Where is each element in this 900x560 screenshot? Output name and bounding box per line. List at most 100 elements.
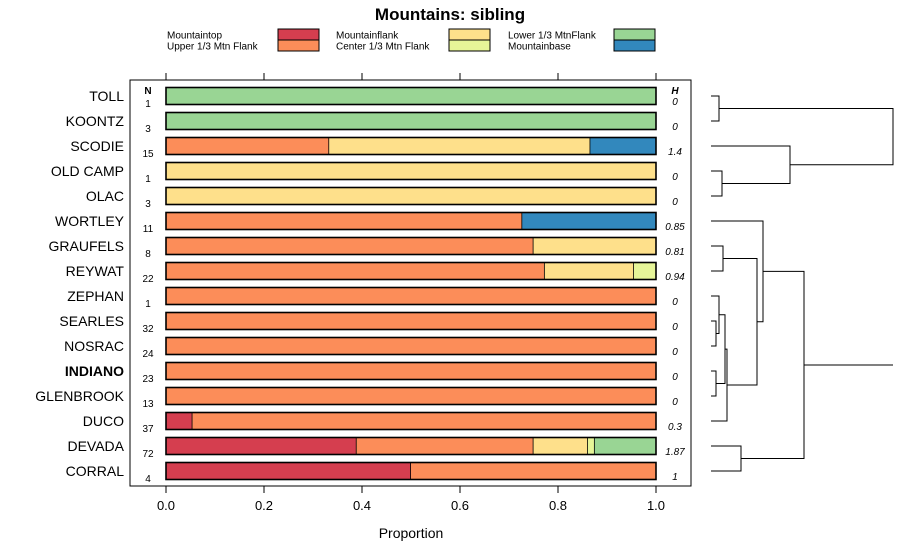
h-value-nosrac: 0 — [672, 347, 678, 358]
x-axis-label: Proportion — [379, 525, 444, 541]
bar-outline-indiano — [165, 361, 657, 381]
bar-outline-wortley — [165, 211, 657, 231]
bar-outline-devada — [165, 436, 657, 456]
bar-segment-nosrac-upper-1-3-mtn-flank — [166, 337, 656, 355]
n-value-koontz: 3 — [145, 124, 151, 135]
category-label-scodie: SCODIE — [70, 138, 124, 154]
bar-segment-toll-lower-1-3-mtnflank — [166, 87, 656, 105]
dendro-merge-graufels-duco — [723, 258, 758, 386]
bar-segment-scodie-mountainbase — [590, 137, 656, 155]
chart-title: Mountains: sibling — [375, 5, 525, 24]
category-label-zephan: ZEPHAN — [67, 288, 124, 304]
legend-swatch-center-1-3-mtn-flank — [448, 39, 491, 52]
category-label-glenbrook: GLENBROOK — [35, 388, 124, 404]
h-value-zephan: 0 — [672, 297, 678, 308]
n-value-zephan: 1 — [145, 299, 151, 310]
bar-segment-searles-upper-1-3-mtn-flank — [166, 312, 656, 330]
bar-segment-graufels-mountainflank — [533, 237, 656, 255]
legend-swatch-mountainbase — [613, 39, 656, 52]
dendro-merge-devada-corral — [711, 445, 742, 472]
n-value-corral: 4 — [145, 474, 151, 485]
h-value-olac: 0 — [672, 197, 678, 208]
bar-segment-reywat-upper-1-3-mtn-flank — [166, 262, 545, 280]
bar-segment-duco-upper-1-3-mtn-flank — [192, 412, 656, 430]
category-label-reywat: REYWAT — [66, 263, 125, 279]
bar-segment-scodie-mountainflank — [329, 137, 591, 155]
h-value-corral: 1 — [672, 472, 678, 483]
bar-segment-devada-upper-1-3-mtn-flank — [356, 437, 534, 455]
bar-segment-reywat-mountainflank — [544, 262, 634, 280]
n-value-reywat: 22 — [142, 274, 154, 285]
n-value-glenbrook: 13 — [142, 399, 154, 410]
category-label-nosrac: NOSRAC — [64, 338, 124, 354]
category-label-koontz: KOONTZ — [66, 113, 125, 129]
n-value-duco: 37 — [142, 424, 154, 435]
category-label-indiano: INDIANO — [65, 363, 124, 379]
n-value-indiano: 23 — [142, 374, 154, 385]
n-value-graufels: 8 — [145, 249, 151, 260]
h-column-header: H — [671, 86, 679, 97]
n-value-toll: 1 — [145, 99, 151, 110]
legend-swatch-lower-1-3-mtnflank — [613, 28, 656, 41]
bar-segment-corral-upper-1-3-mtn-flank — [411, 462, 656, 480]
bar-outline-glenbrook — [165, 386, 657, 406]
h-value-old-camp: 0 — [672, 172, 678, 183]
bar-segment-indiano-upper-1-3-mtn-flank — [166, 362, 656, 380]
h-value-reywat: 0.94 — [665, 272, 685, 283]
h-value-koontz: 0 — [672, 122, 678, 133]
x-tick-label-0-8: 0.8 — [549, 498, 567, 513]
bar-segment-koontz-lower-1-3-mtnflank — [166, 112, 656, 130]
category-label-graufels: GRAUFELS — [49, 238, 124, 254]
bar-segment-corral-mountaintop — [166, 462, 411, 480]
legend-swatch-upper-1-3-mtn-flank — [277, 39, 320, 52]
bar-segment-devada-lower-1-3-mtnflank — [594, 437, 656, 455]
h-value-graufels: 0.81 — [665, 247, 684, 258]
bar-segment-devada-center-1-3-mtn-flank — [587, 437, 595, 455]
legend-label-mountaintop: Mountaintop — [167, 31, 222, 42]
bar-segment-scodie-upper-1-3-mtn-flank — [166, 137, 330, 155]
bar-segment-zephan-upper-1-3-mtn-flank — [166, 287, 656, 305]
bar-outline-duco — [165, 411, 657, 431]
bar-outline-toll — [165, 86, 657, 106]
bar-segment-wortley-upper-1-3-mtn-flank — [166, 212, 523, 230]
dendrogram — [711, 95, 894, 472]
dendro-merge-zephan-group — [711, 295, 720, 334]
bar-segment-olac-mountainflank — [166, 187, 656, 205]
legend-label-lower-1-3-mtnflank: Lower 1/3 MtnFlank — [508, 31, 597, 42]
bar-outline-zephan — [165, 286, 657, 306]
x-tick-label-0-6: 0.6 — [451, 498, 469, 513]
dendro-merge-toll-koontz — [711, 95, 720, 122]
bar-outline-koontz — [165, 111, 657, 131]
n-value-nosrac: 24 — [142, 349, 154, 360]
category-label-wortley: WORTLEY — [55, 213, 125, 229]
x-tick-label-0-0: 0.0 — [157, 498, 175, 513]
dendro-merge-zephan-indiano — [716, 314, 726, 384]
dendro-merge-oldcamp-olac — [711, 170, 723, 197]
n-value-searles: 32 — [142, 324, 154, 335]
bar-segment-old-camp-mountainflank — [166, 162, 656, 180]
bar-segment-graufels-upper-1-3-mtn-flank — [166, 237, 534, 255]
n-value-olac: 3 — [145, 199, 151, 210]
row-labels: TOLL 1 0 KOONTZ 3 0 SCODIE 15 1.4 OLD CAMP 1 0 OLAC 3… — [35, 88, 685, 485]
category-label-olac: OLAC — [86, 188, 124, 204]
category-label-toll: TOLL — [89, 88, 124, 104]
bar-outline-reywat — [165, 261, 657, 281]
bar-segment-reywat-center-1-3-mtn-flank — [633, 262, 656, 280]
bar-segment-devada-mountaintop — [166, 437, 357, 455]
category-label-corral: CORRAL — [66, 463, 125, 479]
dendro-merge-scodie-group — [711, 145, 791, 184]
n-value-wortley: 11 — [143, 224, 154, 235]
bar-outline-nosrac — [165, 336, 657, 356]
h-value-duco: 0.3 — [668, 422, 682, 433]
dendro-merge-top-upper — [719, 108, 894, 166]
legend-swatch-mountaintop — [277, 28, 320, 41]
h-value-indiano: 0 — [672, 372, 678, 383]
category-label-duco: DUCO — [83, 413, 124, 429]
n-value-old-camp: 1 — [145, 174, 151, 185]
bar-segment-glenbrook-upper-1-3-mtn-flank — [166, 387, 656, 405]
n-value-devada: 72 — [142, 449, 154, 460]
bar-outline-old-camp — [165, 161, 657, 181]
bar-segment-wortley-mountainbase — [522, 212, 656, 230]
